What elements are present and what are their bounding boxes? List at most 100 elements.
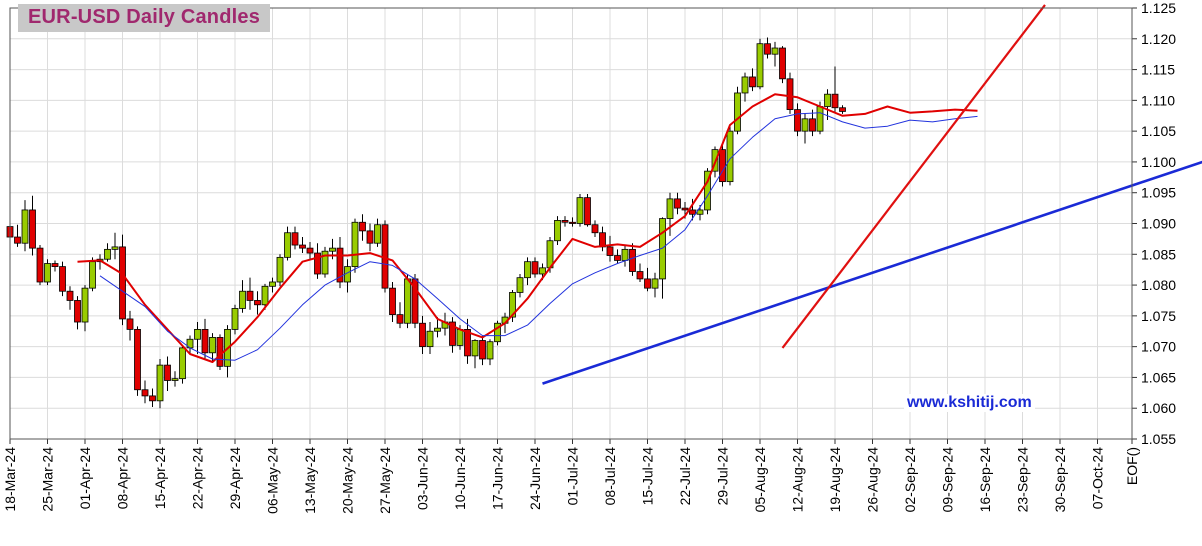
x-tick-label: 15-Jul-24: [640, 447, 656, 506]
y-tick-label: 1.080: [1141, 277, 1176, 293]
y-tick-label: 1.090: [1141, 216, 1176, 232]
candle-up: [104, 248, 111, 260]
y-tick-label: 1.085: [1141, 246, 1176, 262]
candle-up: [816, 106, 824, 132]
candle-down: [584, 197, 591, 226]
candle-down: [479, 340, 486, 360]
candle-up: [576, 197, 584, 224]
candle-up: [239, 290, 246, 309]
candle-up: [21, 209, 29, 244]
candle-up: [156, 364, 164, 402]
candle-down: [606, 246, 614, 256]
candle-up: [621, 248, 629, 261]
x-tick-label: 29-Apr-24: [227, 447, 243, 509]
candle-up: [209, 337, 216, 354]
candle-up: [351, 221, 359, 267]
candle-up: [539, 267, 546, 275]
candle-down: [336, 247, 344, 283]
x-tick-label: 30-Sep-24: [1052, 447, 1068, 513]
candle-down: [291, 232, 299, 246]
x-tick-label: 25-Mar-24: [40, 447, 56, 512]
candle-down: [216, 337, 224, 367]
candle-up: [741, 76, 749, 94]
candle-down: [719, 149, 726, 183]
x-tick-label: 23-Sep-24: [1015, 447, 1031, 513]
x-tick-label: 18-Mar-24: [2, 447, 18, 512]
candle-down: [681, 207, 689, 211]
y-tick-label: 1.105: [1141, 123, 1176, 139]
blue-moving-average: [99, 112, 978, 361]
candle-up: [81, 287, 89, 323]
candle-down: [599, 232, 606, 248]
candle-up: [44, 263, 51, 283]
candle-up: [89, 261, 96, 289]
x-tick-label: 08-Jul-24: [602, 447, 618, 506]
y-tick-label: 1.065: [1141, 369, 1176, 385]
candle-down: [419, 322, 426, 348]
candle-down: [591, 224, 599, 234]
y-tick-label: 1.060: [1141, 400, 1176, 416]
y-tick-label: 1.095: [1141, 185, 1176, 201]
candle-down: [464, 329, 471, 357]
plot-border: [9, 7, 1133, 440]
y-tick-label: 1.125: [1141, 0, 1176, 16]
watermark-text: www.kshitij.com: [904, 394, 1035, 412]
x-tick-label: 27-May-24: [377, 447, 393, 514]
candle-up: [269, 281, 276, 287]
y-tick-label: 1.120: [1141, 31, 1176, 47]
candle-down: [831, 93, 839, 109]
x-tick-label: 22-Jul-24: [677, 447, 693, 506]
y-tick-label: 1.070: [1141, 339, 1176, 355]
candle-down: [389, 287, 396, 316]
candle-up: [666, 198, 674, 219]
x-tick-label: 03-Jun-24: [415, 447, 431, 510]
candle-up: [734, 92, 741, 132]
y-tick-label: 1.115: [1141, 62, 1175, 78]
candle-down: [59, 266, 66, 292]
candle-up: [486, 341, 494, 360]
candle-up: [509, 292, 516, 318]
x-tick-label: 12-Aug-24: [790, 447, 806, 513]
candle-down: [126, 318, 134, 330]
candle-down: [531, 261, 539, 275]
candle-down: [254, 300, 261, 306]
candle-down: [629, 248, 636, 272]
candle-down: [569, 221, 576, 224]
candle-up: [554, 220, 561, 242]
candle-up: [284, 232, 291, 258]
y-tick-label: 1.110: [1141, 92, 1175, 108]
candle-down: [74, 300, 81, 323]
candle-up: [524, 261, 531, 279]
x-tick-label: 10-Jun-24: [452, 447, 468, 510]
candle-down: [149, 395, 156, 402]
x-tick-label: 02-Sep-24: [902, 447, 918, 513]
candle-up: [426, 330, 434, 348]
candle-up: [434, 327, 441, 332]
candle-up: [471, 340, 479, 357]
y-tick-label: 1.055: [1141, 431, 1176, 447]
candle-down: [449, 321, 456, 346]
candle-down: [314, 252, 321, 275]
candle-down: [614, 255, 621, 261]
x-tick-label: 17-Jun-24: [490, 447, 506, 510]
x-tick-label: 07-Oct-24: [1090, 447, 1106, 509]
red-up-trendline: [781, 4, 1046, 349]
x-tick-label: 01-Apr-24: [77, 447, 93, 509]
candle-down: [561, 220, 569, 223]
candle-up: [374, 224, 381, 244]
candle-down: [794, 109, 801, 132]
candle-down: [29, 209, 36, 249]
x-tick-label: 20-May-24: [340, 447, 356, 514]
candle-up: [231, 308, 239, 330]
candle-up: [194, 329, 201, 340]
candle-down: [141, 389, 149, 397]
candle-down: [66, 290, 74, 301]
candle-up: [111, 246, 119, 250]
candle-up: [824, 93, 831, 107]
candle-down: [306, 247, 314, 254]
candle-down: [674, 198, 681, 209]
x-tick-label: 01-Jul-24: [565, 447, 581, 506]
candle-down: [749, 76, 756, 88]
candle-up: [171, 378, 179, 381]
